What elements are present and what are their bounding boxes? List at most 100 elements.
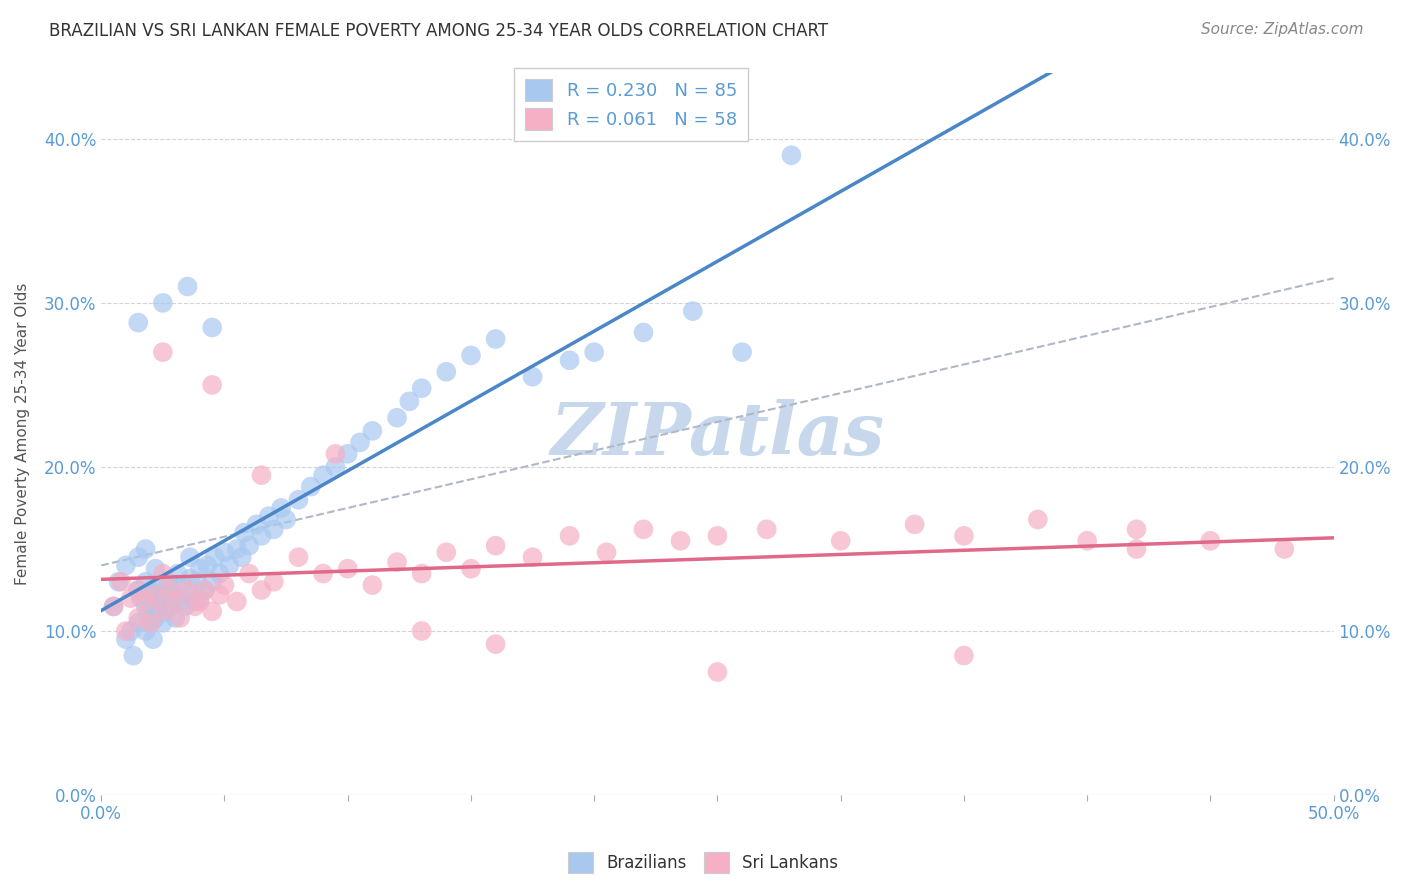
Point [169,594,191,608]
Point [122,648,145,663]
Point [194,582,217,597]
Y-axis label: Female Poverty Among 25-34 Year Olds: Female Poverty Among 25-34 Year Olds [15,283,30,585]
Point [225,541,247,556]
Point [214,545,236,559]
Point [188,591,211,606]
Point [142,632,165,647]
Point [522,369,544,384]
Point [411,624,433,638]
Point [127,316,149,330]
Point [522,550,544,565]
Point [250,582,273,597]
Point [755,522,778,536]
Point [204,550,226,565]
Point [484,539,506,553]
Point [201,378,224,392]
Point [169,611,191,625]
Point [139,615,162,630]
Point [152,296,174,310]
Point [257,509,280,524]
Point [312,566,335,581]
Point [583,345,606,359]
Point [184,599,207,614]
Point [270,500,292,515]
Point [139,615,162,630]
Point [336,447,359,461]
Point [706,665,728,679]
Point [385,555,408,569]
Point [233,525,256,540]
Point [146,604,169,618]
Point [165,611,187,625]
Point [139,582,162,597]
Point [250,468,273,483]
Point [299,480,322,494]
Point [135,594,157,608]
Point [201,320,224,334]
Point [179,550,201,565]
Point [176,588,198,602]
Point [558,529,581,543]
Point [127,582,149,597]
Point [159,582,181,597]
Point [120,591,142,606]
Point [238,566,260,581]
Legend: Brazilians, Sri Lankans: Brazilians, Sri Lankans [561,846,845,880]
Point [214,578,236,592]
Point [155,604,177,618]
Point [1076,533,1098,548]
Point [263,522,285,536]
Point [135,599,157,614]
Point [135,574,157,589]
Point [245,517,267,532]
Point [152,345,174,359]
Point [152,588,174,602]
Point [460,348,482,362]
Point [110,574,132,589]
Point [361,424,384,438]
Point [953,529,976,543]
Point [904,517,927,532]
Point [146,578,169,592]
Point [830,533,852,548]
Text: Source: ZipAtlas.com: Source: ZipAtlas.com [1201,22,1364,37]
Point [145,588,167,602]
Point [165,591,187,606]
Point [669,533,692,548]
Legend: R = 0.230   N = 85, R = 0.061   N = 58: R = 0.230 N = 85, R = 0.061 N = 58 [515,68,748,141]
Point [312,468,335,483]
Point [238,539,260,553]
Point [115,558,138,573]
Point [780,148,803,162]
Point [156,574,179,589]
Point [145,611,167,625]
Point [434,545,457,559]
Point [166,566,188,581]
Point [115,632,138,647]
Point [120,624,142,638]
Point [460,562,482,576]
Point [135,624,157,638]
Point [349,435,371,450]
Point [201,604,224,618]
Point [1199,533,1222,548]
Point [115,624,138,638]
Point [1125,541,1147,556]
Point [176,582,198,597]
Point [595,545,617,559]
Point [336,562,359,576]
Point [706,529,728,543]
Point [152,615,174,630]
Point [103,599,125,614]
Point [145,562,167,576]
Point [1026,512,1049,526]
Point [129,591,152,606]
Point [188,562,211,576]
Point [263,574,285,589]
Point [186,574,208,589]
Point [434,365,457,379]
Point [558,353,581,368]
Point [179,572,201,586]
Point [159,599,181,614]
Point [201,574,224,589]
